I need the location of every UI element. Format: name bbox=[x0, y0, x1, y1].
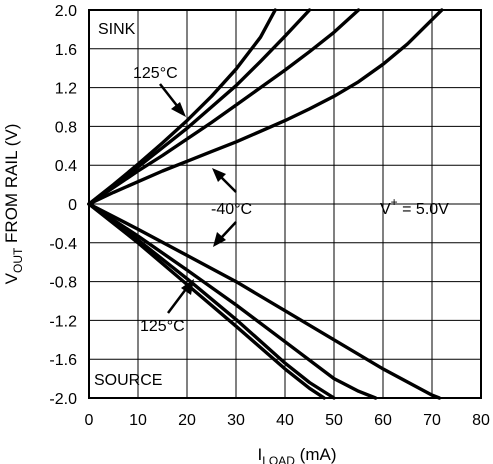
y-tick-label: -1.6 bbox=[49, 352, 77, 369]
sink-curve-1 bbox=[87, 8, 277, 206]
sink-curve-2 bbox=[87, 8, 312, 206]
x-tick-label: 50 bbox=[325, 412, 343, 429]
source-curve-3 bbox=[87, 202, 378, 400]
arrow-temp-cold-source bbox=[213, 221, 237, 247]
supply-voltage-sup: + bbox=[391, 195, 398, 209]
source-curve-2 bbox=[87, 202, 336, 400]
supply-voltage-label: V+ = 5.0V bbox=[380, 195, 449, 218]
x-axis-title-sub: LOAD bbox=[262, 454, 295, 464]
y-tick-label: 1.2 bbox=[55, 81, 77, 98]
sink-label: SINK bbox=[98, 21, 136, 38]
temp-hot-source-label: 125°C bbox=[140, 318, 185, 335]
x-tick-label: 30 bbox=[227, 412, 245, 429]
sink-curve-4 bbox=[87, 8, 444, 206]
y-tick-label: 0.8 bbox=[55, 119, 77, 136]
x-tick-label: 0 bbox=[85, 412, 94, 429]
source-label: SOURCE bbox=[94, 372, 162, 389]
x-axis-title: ILOAD (mA) bbox=[258, 445, 337, 464]
y-tick-label: -0.8 bbox=[49, 275, 77, 292]
x-tick-label: 70 bbox=[423, 412, 441, 429]
arrow-temp-cold-sink bbox=[212, 168, 237, 193]
y-tick-label: 0.4 bbox=[55, 158, 77, 175]
x-tick-label: 60 bbox=[374, 412, 392, 429]
source-curve-4 bbox=[87, 202, 442, 400]
sink-curve-3 bbox=[87, 8, 361, 206]
plot-frame bbox=[88, 9, 482, 399]
x-tick-label: 10 bbox=[129, 412, 147, 429]
y-tick-label: -0.4 bbox=[49, 236, 77, 253]
temp-hot-sink-label: 125°C bbox=[133, 65, 178, 82]
source-curve-1 bbox=[87, 202, 326, 400]
arrow-temp-hot-source bbox=[167, 279, 194, 314]
x-tick-label: 20 bbox=[178, 412, 196, 429]
y-tick-label: 0 bbox=[68, 197, 77, 214]
y-tick-label: -2.0 bbox=[49, 391, 77, 408]
curves-group bbox=[87, 8, 444, 400]
y-tick-labels: 2.0 1.6 1.2 0.8 0.4 0 -0.4 -0.8 -1.2 -1.6 -2.0 bbox=[49, 3, 77, 408]
temp-cold-label: -40°C bbox=[211, 201, 252, 218]
supply-voltage-main: V bbox=[380, 201, 391, 218]
x-tick-labels: 0 10 20 30 40 50 60 70 80 bbox=[85, 412, 490, 429]
y-tick-label: 1.6 bbox=[55, 42, 77, 59]
y-axis-title-sub: OUT bbox=[11, 247, 25, 273]
y-axis-title-main: V bbox=[2, 272, 21, 284]
grid-lines bbox=[89, 10, 481, 398]
y-axis-title: VOUT FROM RAIL (V) bbox=[2, 124, 25, 285]
arrow-temp-hot-sink bbox=[159, 83, 186, 117]
x-tick-label: 40 bbox=[276, 412, 294, 429]
y-axis-title-rest: FROM RAIL (V) bbox=[2, 124, 21, 248]
x-axis-title-unit: (mA) bbox=[295, 445, 337, 464]
y-tick-label: -1.2 bbox=[49, 313, 77, 330]
x-axis-title-main: I bbox=[258, 445, 263, 464]
y-tick-label: 2.0 bbox=[55, 3, 77, 20]
supply-voltage-rest: = 5.0V bbox=[398, 201, 449, 218]
x-tick-label: 80 bbox=[472, 412, 490, 429]
